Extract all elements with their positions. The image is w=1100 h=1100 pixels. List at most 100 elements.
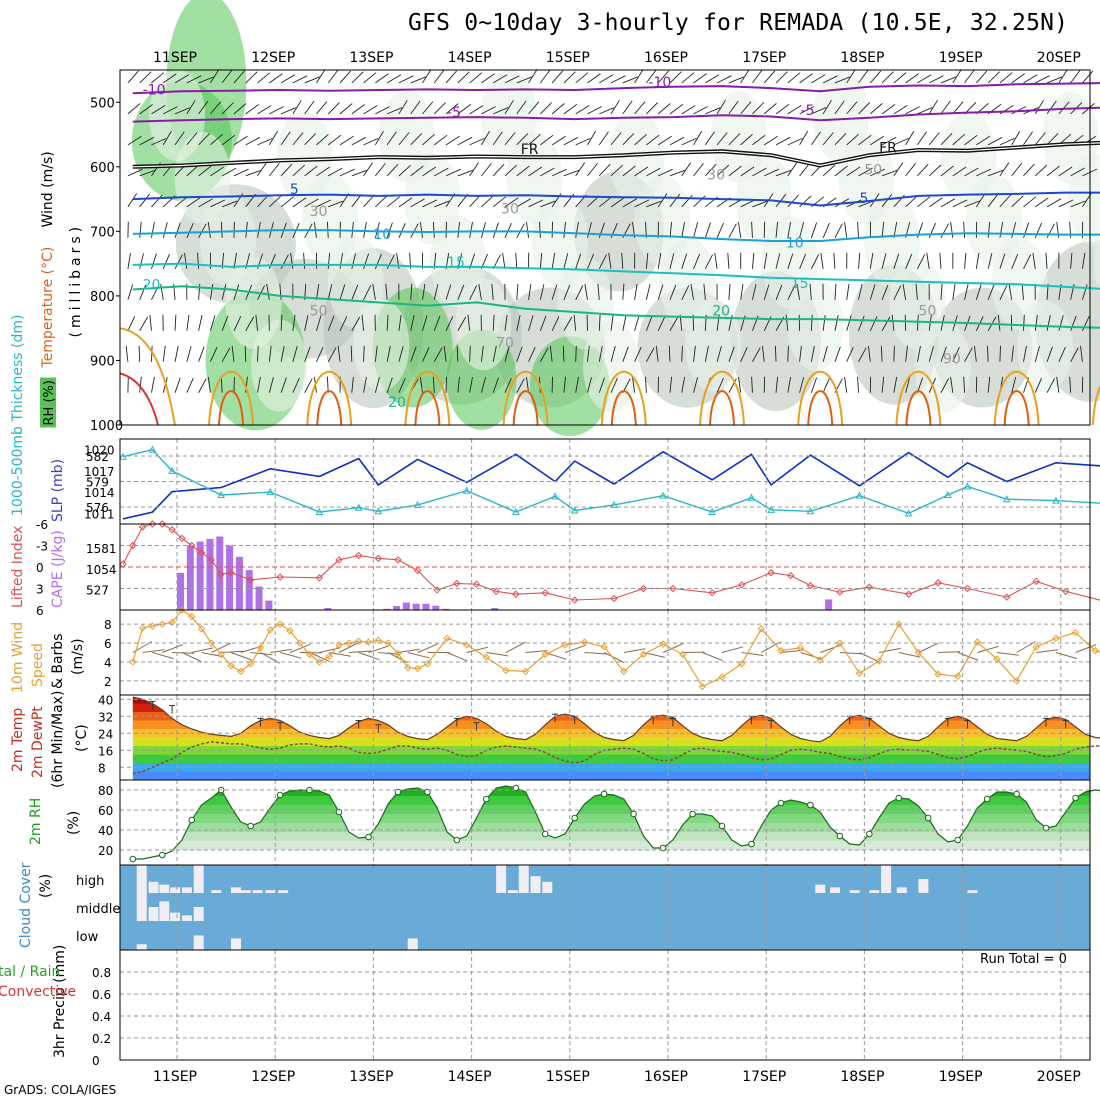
wind-barb	[657, 103, 671, 115]
wind-barb	[528, 166, 543, 177]
thickness-tick-label: 576	[86, 501, 109, 515]
wind-barb	[857, 376, 859, 393]
wind-barb	[422, 69, 432, 84]
wind-barb	[999, 345, 1001, 362]
wind-barb	[621, 252, 624, 269]
wind-speed-marker	[227, 662, 235, 670]
wind-barb-10m	[289, 643, 311, 653]
wind-barb	[740, 101, 752, 115]
rh-marker	[424, 788, 431, 796]
thickness-tick-label: 579	[86, 476, 109, 490]
slp-marker	[1052, 496, 1060, 504]
wind-barb	[799, 253, 807, 269]
wind-barb	[787, 137, 803, 146]
rh-tick-label: 80	[98, 784, 113, 798]
wind-barb-10m	[162, 644, 183, 653]
wind-barb	[1034, 222, 1043, 238]
wind-speed-marker	[443, 634, 451, 643]
wind-barb-10m	[996, 652, 1019, 656]
wind-barb	[1032, 252, 1036, 269]
rh-tick-label: 60	[98, 804, 113, 818]
wind-barb	[386, 196, 400, 208]
slp-ylabel: SLP (mb)	[50, 459, 66, 522]
wind-barb	[799, 163, 810, 177]
temperature-contour	[132, 262, 1100, 290]
wind-barb	[151, 72, 165, 84]
wind-speed-marker	[620, 667, 628, 676]
slp-marker	[462, 486, 471, 494]
wind-barb	[610, 100, 620, 115]
contour-label: 5	[859, 191, 868, 207]
wind-barb	[869, 70, 882, 84]
wind-barb	[434, 167, 449, 177]
wind-barb	[858, 284, 863, 300]
wind-speed-marker	[521, 667, 530, 676]
wind-barb	[280, 196, 294, 208]
wind-speed-marker	[404, 663, 412, 672]
wind-barb	[198, 315, 203, 331]
cloud-cover-bar	[815, 884, 826, 893]
wind-barb	[139, 71, 152, 84]
contour-label: -5	[801, 103, 815, 119]
cape-bar	[186, 545, 194, 610]
wind-barb	[891, 314, 895, 331]
wind-barb	[575, 376, 579, 393]
cloud-cover-bar	[159, 884, 170, 893]
wind-barb	[740, 166, 755, 177]
wind-barb	[351, 71, 364, 84]
wind-barb	[563, 284, 571, 300]
wind-barb	[622, 133, 635, 146]
temperature-contour	[132, 229, 1100, 242]
wind-barb	[645, 376, 647, 393]
wind-barb	[469, 376, 473, 393]
lifted-index-marker	[197, 548, 206, 557]
wind-barb	[608, 252, 612, 269]
wind-barb	[198, 378, 207, 393]
rh-marker	[1042, 824, 1050, 832]
wind-barb	[964, 347, 973, 362]
wind-barb	[162, 253, 170, 269]
wind-speed-marker	[1052, 634, 1060, 643]
wind-barb	[528, 283, 532, 300]
wind-speed-marker	[286, 627, 294, 635]
wind-barb	[963, 221, 966, 238]
wind-barb	[304, 378, 313, 393]
temp-tick-label: 40	[98, 693, 113, 707]
wind-barb	[634, 347, 642, 362]
wind-barb-10m	[898, 652, 921, 658]
wind-barb	[822, 132, 834, 146]
wind-barb	[316, 101, 328, 115]
wind-barb	[598, 222, 605, 238]
wind-barb	[386, 377, 393, 393]
wind-barb	[222, 200, 238, 208]
wind-barb	[351, 104, 365, 115]
wind-speed-marker	[1032, 643, 1040, 651]
wind-barb	[1069, 376, 1072, 393]
wind-barb	[787, 253, 794, 269]
wind-barb	[551, 168, 567, 177]
wind-tick-label: 8	[104, 618, 112, 632]
cloud-cover-bar	[830, 887, 841, 893]
wind-barb	[669, 284, 677, 300]
wind-barb	[492, 131, 503, 146]
contour-label: 90	[943, 352, 961, 368]
wind-barb	[233, 135, 248, 146]
wind-barb	[763, 70, 776, 84]
temperature-band	[132, 703, 1090, 712]
wind-barb-10m	[1036, 649, 1059, 653]
slp-marker	[659, 491, 667, 499]
wind-barb	[811, 74, 826, 84]
rh-band	[132, 841, 1090, 850]
slp-marker	[806, 507, 815, 515]
wind-barb	[987, 253, 993, 269]
wind-barb	[610, 197, 625, 208]
temperature-contour	[132, 191, 1100, 207]
rh-area	[455, 278, 512, 371]
wind-barb	[209, 347, 218, 362]
wind-barb	[669, 71, 682, 84]
wind-barb	[727, 252, 730, 269]
wind-barb	[434, 200, 450, 208]
upper-air-ylabel: RH (%) Temperature (°C) Wind (m/s)	[40, 151, 57, 428]
wind-barb	[1035, 197, 1049, 208]
wind-barb	[940, 100, 951, 115]
